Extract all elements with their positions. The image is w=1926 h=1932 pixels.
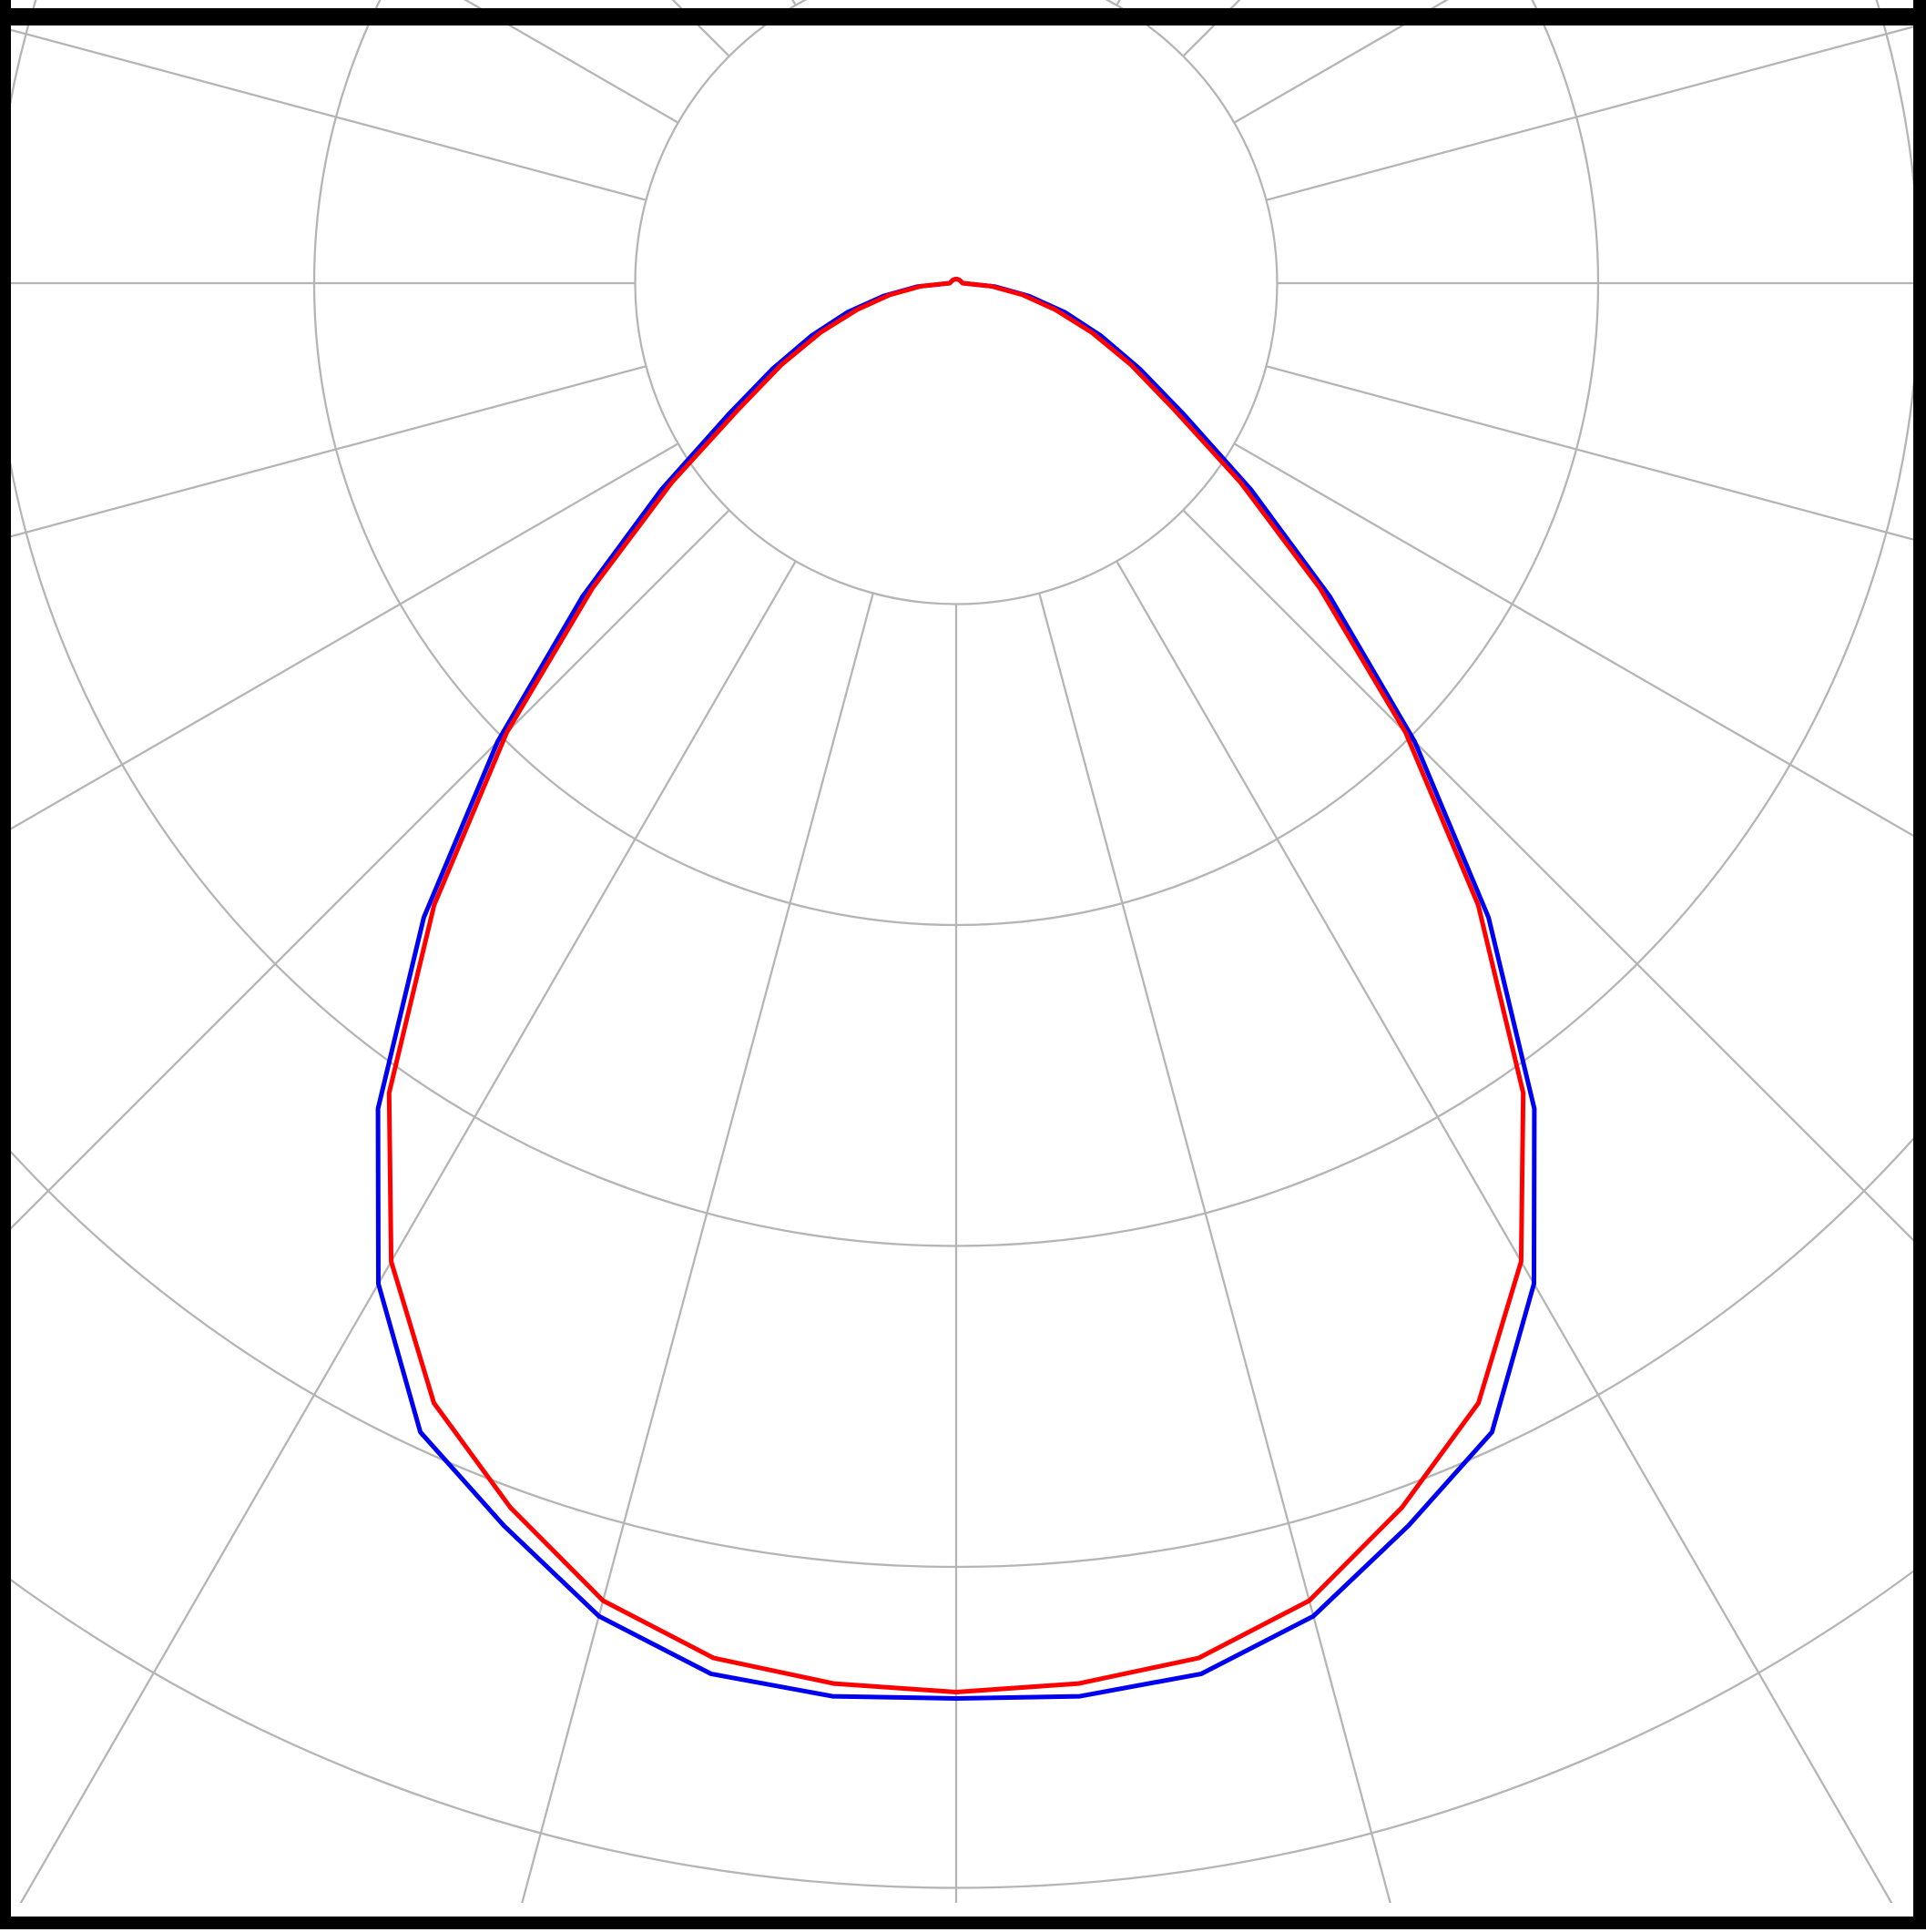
grid-radial-45deg bbox=[1182, 509, 1926, 1903]
grid-ring-4 bbox=[0, 0, 1926, 1569]
grid-radial-330deg bbox=[0, 560, 797, 1903]
grid-radial-60deg bbox=[1233, 442, 1926, 1468]
grid-radial-315deg bbox=[0, 509, 730, 1903]
grid-radial-15deg bbox=[1038, 593, 1571, 1903]
grid-ring-3 bbox=[0, 0, 1921, 1247]
grid-radial-300deg bbox=[0, 442, 679, 1468]
grid-radial-75deg bbox=[1266, 365, 1926, 898]
frame-left bbox=[0, 0, 11, 1929]
frame-top bbox=[0, 8, 1926, 25]
intensity-curves bbox=[375, 277, 1537, 1701]
red-intensity-curve bbox=[386, 277, 1526, 1694]
grid-radial-30deg bbox=[1116, 560, 1926, 1903]
grid-radial-105deg bbox=[1266, 0, 1926, 201]
grid-radial-255deg bbox=[0, 0, 647, 201]
grid-radial-345deg bbox=[341, 593, 874, 1903]
frame-bottom bbox=[0, 1917, 1926, 1929]
grid-radial-285deg bbox=[0, 365, 647, 898]
grid-ring-1 bbox=[634, 0, 1279, 605]
frame-right bbox=[1913, 0, 1926, 1929]
